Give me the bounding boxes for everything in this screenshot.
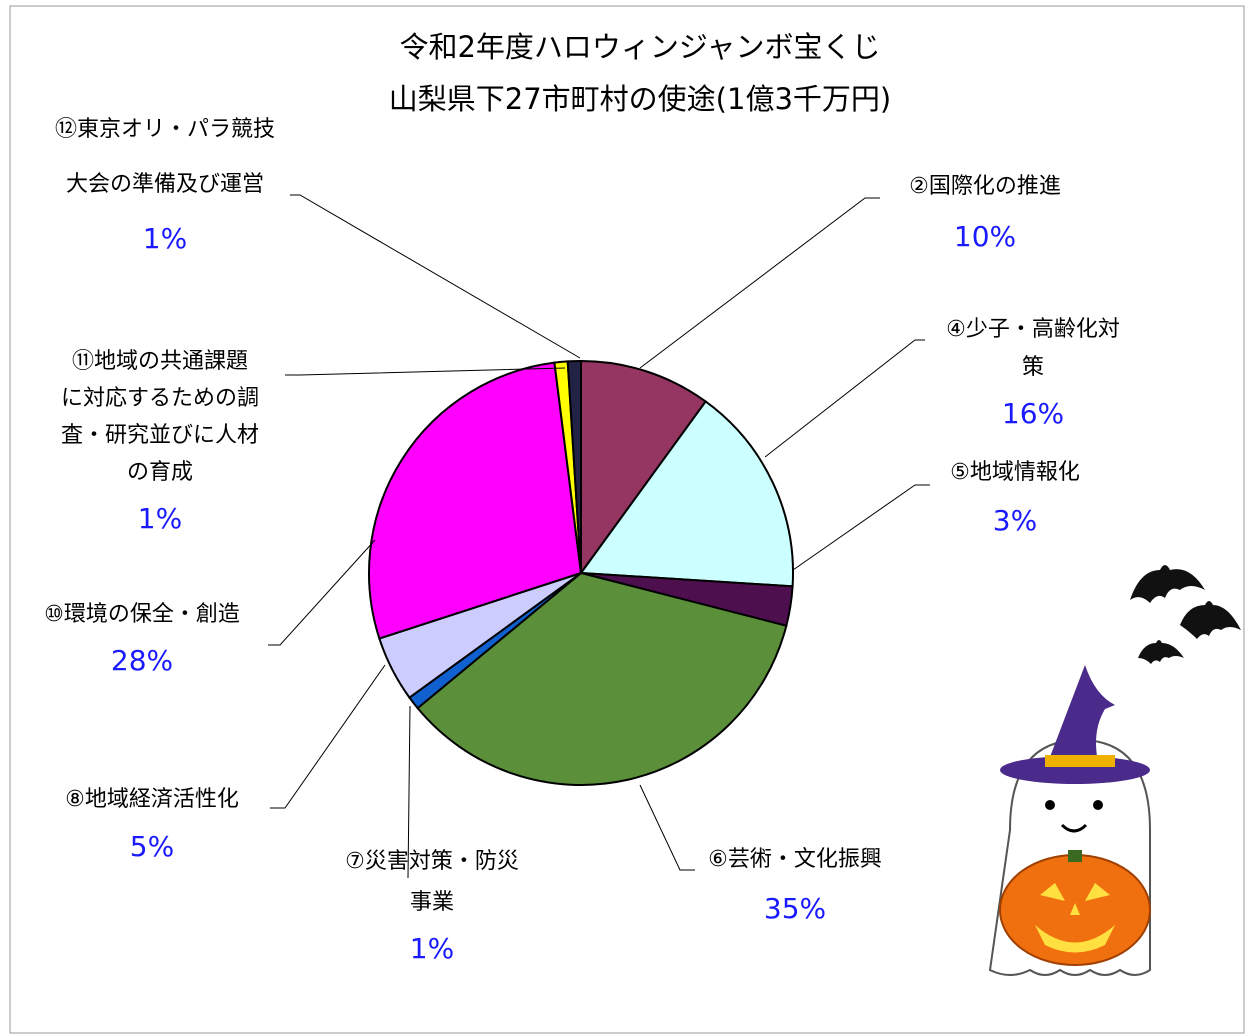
leader-line [290,194,581,359]
leader-line [407,705,411,879]
value-label: 16% [1002,397,1064,430]
value-label: 1% [410,932,454,965]
value-label: 10% [954,220,1016,253]
category-label: 大会の準備及び運営 [66,172,264,197]
category-label: 査・研究並びに人材 [61,423,259,448]
ghost-illustration [988,665,1151,976]
category-label: ⑫東京オリ・パラ競技 [55,117,275,142]
category-label: の育成 [127,460,193,485]
category-label: ⑩環境の保全・創造 [44,602,240,627]
leader-line [285,367,566,376]
pie-slice [579,400,794,588]
pie-slice [416,571,788,786]
value-label: 5% [130,830,174,863]
category-label: ④少子・高齢化対 [946,317,1120,342]
chart-title: 令和2年度ハロウィンジャンボ宝くじ [399,30,880,64]
category-label: ⑥芸術・文化振興 [708,847,882,872]
category-label: に対応するための調 [61,386,259,411]
pie-slice [566,359,582,574]
category-label: ⑪地域の共通課題 [72,349,248,374]
leader-line [639,197,880,369]
leader-line [639,784,695,871]
category-label: 策 [1022,355,1044,380]
leader-line [764,339,925,458]
value-label: 28% [111,644,173,677]
chart-title: 山梨県下27市町村の使途(1億3千万円) [389,82,891,116]
pie-slice [368,361,583,640]
category-label: ⑦災害対策・防災 [345,849,519,874]
leader-line [792,484,930,571]
category-label: ⑤地域情報化 [950,460,1080,485]
value-label: 1% [138,502,182,535]
value-label: 35% [764,892,826,925]
bats [1130,565,1241,664]
value-label: 1% [143,222,187,255]
category-label: ②国際化の推進 [909,174,1061,199]
pie-slice [580,359,708,577]
leader-line [268,539,376,646]
leader-line [270,664,386,809]
value-label: 3% [993,504,1037,537]
category-label: ⑧地域経済活性化 [65,787,239,812]
category-label: 事業 [410,890,454,915]
